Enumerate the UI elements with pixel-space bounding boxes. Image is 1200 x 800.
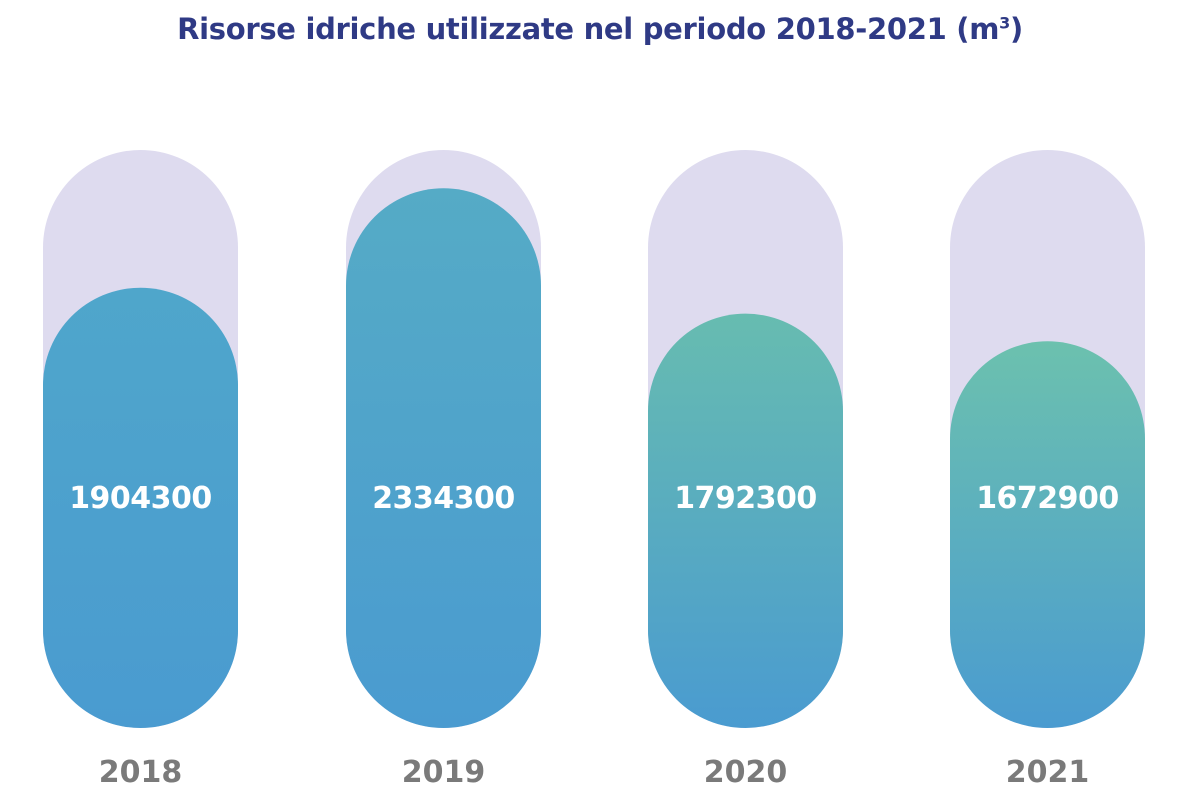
chart-title: Risorse idriche utilizzate nel periodo 2… [0, 12, 1200, 46]
value-label-2019: 2334300 [372, 481, 515, 516]
value-label-2020: 1792300 [674, 481, 817, 516]
chart-title-text: Risorse idriche utilizzate nel periodo 2… [177, 12, 1000, 46]
category-label-2019: 2019 [402, 755, 486, 790]
category-label-2020: 2020 [704, 755, 788, 790]
value-label-2021: 1672900 [976, 481, 1119, 516]
category-label-2018: 2018 [99, 755, 183, 790]
category-label-2021: 2021 [1006, 755, 1090, 790]
bar-2018 [43, 287, 238, 728]
bar-2021 [950, 341, 1145, 728]
chart-title-superscript: 3 [999, 13, 1010, 33]
value-label-2018: 1904300 [69, 481, 212, 516]
chart-title-suffix: ) [1009, 12, 1023, 46]
bar-2019 [346, 188, 541, 729]
bar-2020 [648, 313, 843, 728]
